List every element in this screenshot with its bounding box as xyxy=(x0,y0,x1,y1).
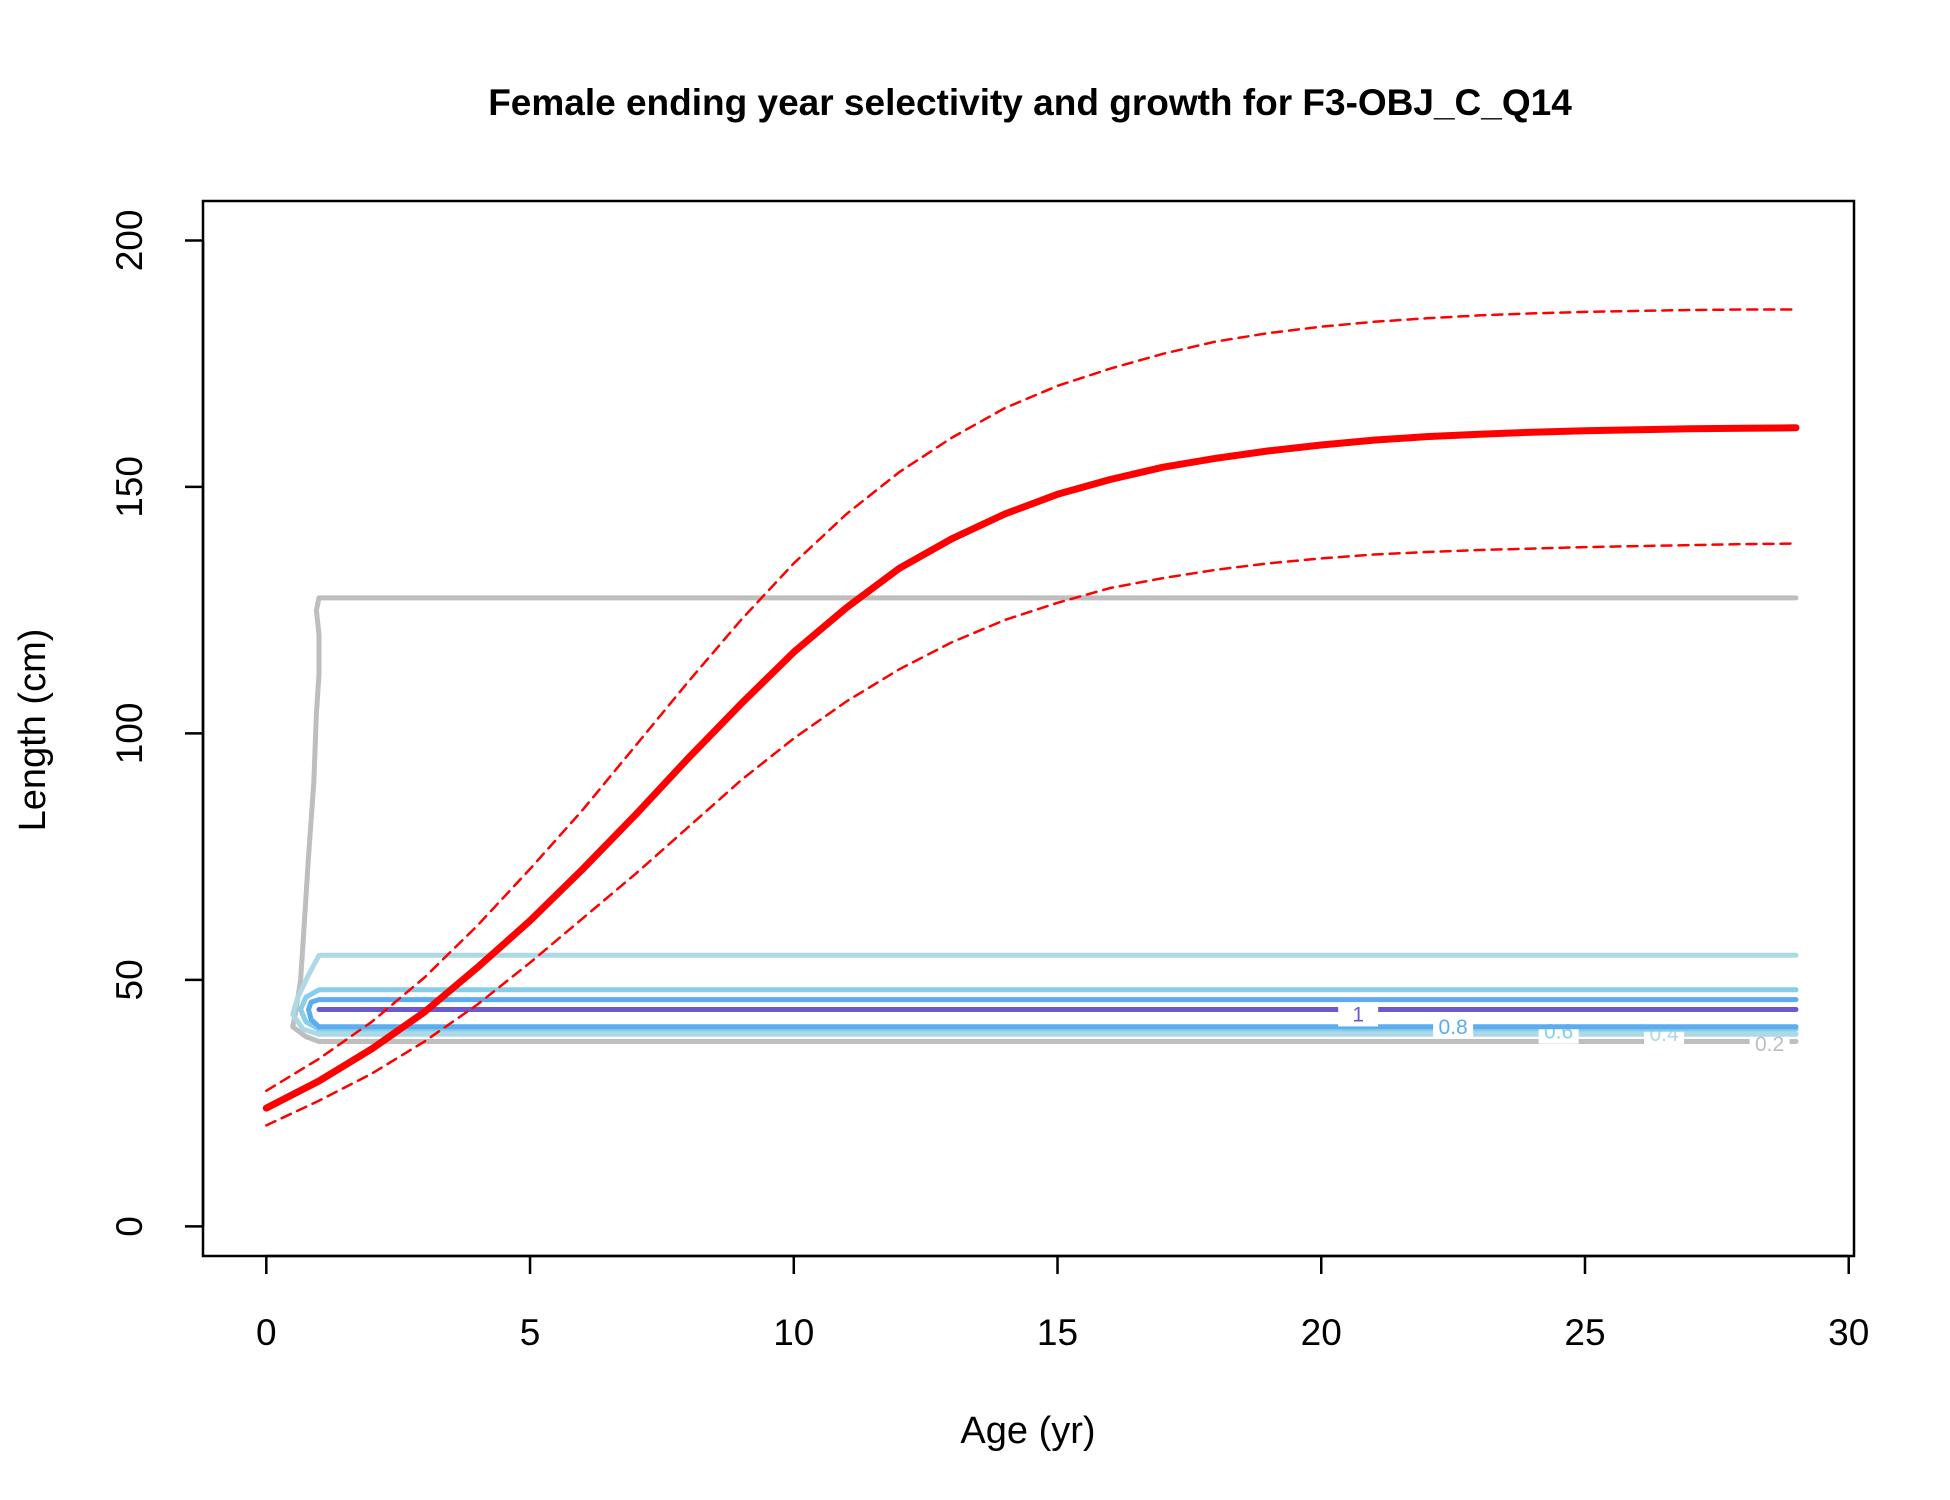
selectivity-contours: 0.20.40.60.81 xyxy=(290,595,1799,1057)
x-axis-label: Age (yr) xyxy=(960,1410,1095,1452)
y-tick-label: 50 xyxy=(109,959,150,1000)
contour-label-1: 1 xyxy=(1352,1003,1364,1026)
contour-label-0-6: 0.6 xyxy=(1544,1021,1573,1044)
x-tick-label: 25 xyxy=(1564,1312,1605,1353)
x-tick-label: 15 xyxy=(1037,1312,1078,1353)
contour-line-0-8 xyxy=(306,997,1799,1030)
x-tick-label: 5 xyxy=(520,1312,541,1353)
mean-growth-line xyxy=(262,424,1800,1112)
lower-interval-line xyxy=(265,542,1798,1127)
contour-label-0-8: 0.8 xyxy=(1439,1016,1468,1039)
x-axis: 0 5 10 15 20 25 30 xyxy=(256,1254,1869,1353)
chart-title: Female ending year selectivity and growt… xyxy=(488,82,1572,123)
contour-line-0-4 xyxy=(290,952,1799,1037)
x-tick-label: 30 xyxy=(1828,1312,1869,1353)
contour-label-bg xyxy=(1433,1014,1474,1039)
x-tick-label: 20 xyxy=(1301,1312,1342,1353)
y-tick-label: 0 xyxy=(109,1216,150,1237)
growth-curves xyxy=(262,308,1800,1127)
x-tick-label: 10 xyxy=(773,1312,814,1353)
contour-label-0-2: 0.2 xyxy=(1755,1033,1784,1056)
plot-frame xyxy=(201,199,1856,1258)
contour-line-0-2 xyxy=(290,595,1799,1044)
y-axis: 0 50 100 150 200 xyxy=(109,210,205,1237)
contour-label-bg xyxy=(1338,1002,1379,1027)
y-axis-label: Length (cm) xyxy=(12,629,54,832)
y-tick-label: 100 xyxy=(109,703,150,765)
y-tick-label: 150 xyxy=(109,456,150,518)
x-tick-label: 0 xyxy=(256,1312,277,1353)
y-tick-label: 200 xyxy=(109,210,150,272)
upper-interval-line xyxy=(265,308,1798,1093)
